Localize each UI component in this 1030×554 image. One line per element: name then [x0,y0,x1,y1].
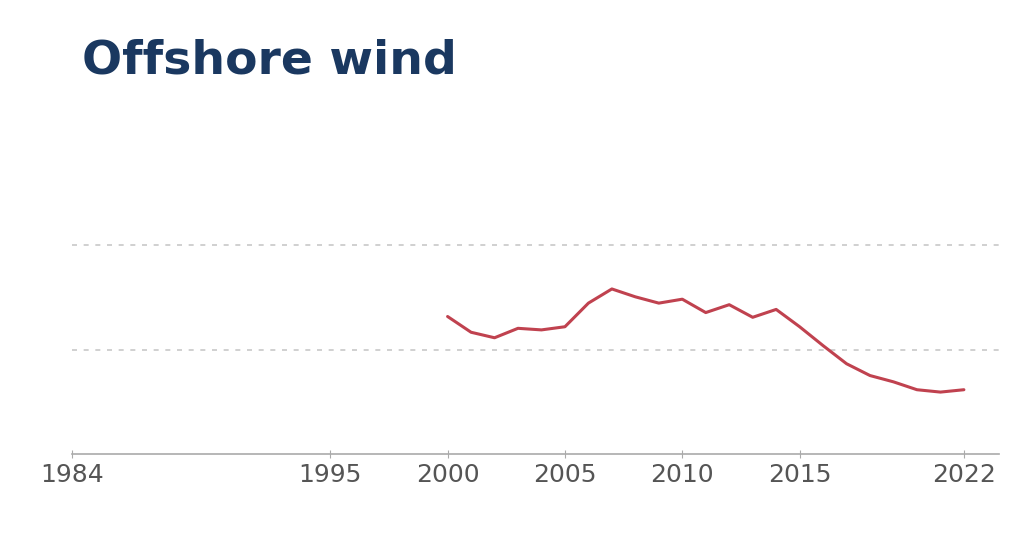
Text: Offshore wind: Offshore wind [82,39,457,84]
